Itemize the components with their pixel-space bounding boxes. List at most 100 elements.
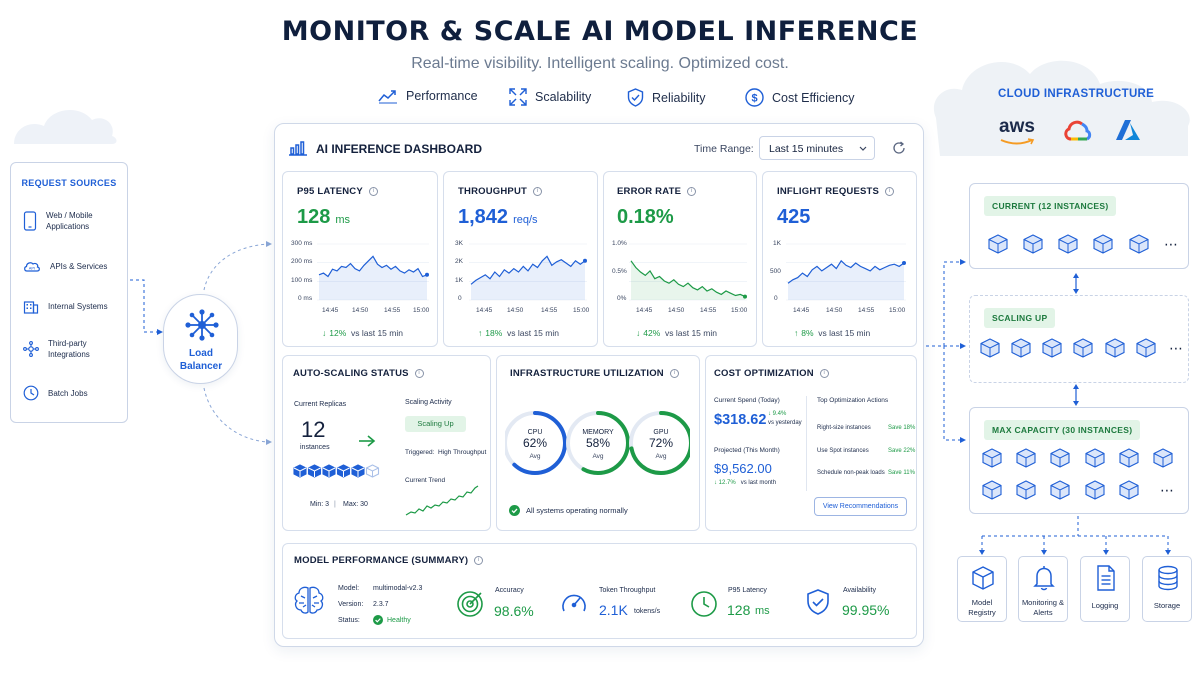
dashboard-title: AI INFERENCE DASHBOARD [316,142,483,156]
status-label: Status: [338,617,360,624]
sparkline-line [470,255,586,285]
refresh-icon[interactable] [892,141,906,155]
metric-title-text: INFLIGHT REQUESTS [777,186,880,197]
cluster-scaling-up: SCALING UP [969,295,1189,383]
service-monitoring[interactable]: Monitoring & Alerts [1018,556,1068,622]
instance-cube [1073,338,1093,358]
x-tick: 14:50 [352,307,369,314]
metric-card-p95-latency[interactable] [282,171,438,347]
action-saving: Save 22% [888,448,916,454]
gauge-value: 72% [649,436,673,450]
info-icon[interactable]: i [414,369,424,378]
instance-cube [1093,234,1113,254]
replicas-label: Current Replicas [294,401,347,408]
card-title-text: AUTO-SCALING STATUS [293,368,409,379]
instance-cube [982,480,1002,500]
y-tick: 0 [458,295,462,302]
stat-label: Token Throughput [599,587,656,594]
metric-card-error-rate[interactable] [603,171,757,347]
metric-card-inflight-requests[interactable] [762,171,917,347]
stat-value: 2.1K [599,602,628,618]
metric-title: THROUGHPUT i [458,186,543,197]
x-tick: 14:55 [541,307,558,314]
delta-text: vs last 15 min [665,328,717,338]
sparkline-area [788,260,904,300]
card-title-text: INFRASTRUCTURE UTILIZATION [510,368,664,379]
source-item-apis: API APIs & Services [23,259,107,273]
info-icon[interactable]: i [885,187,895,196]
x-tick: 14:55 [700,307,717,314]
delta-text: vs last 15 min [818,328,871,338]
y-tick: 2K [455,258,463,265]
network-hub-icon [185,309,219,341]
aws-logo: aws [999,116,1035,137]
model-value: multimodal-v2.3 [373,585,423,592]
metric-delta: ↓ 12% vs last 15 min [322,328,403,338]
service-storage[interactable]: Storage [1142,556,1192,622]
y-tick: 1K [455,277,463,284]
metric-delta: ↓ 42% vs last 15 min [636,328,717,338]
request-sources-panel: REQUEST SOURCES Web / Mobile Application… [10,162,128,423]
x-tick: 15:00 [731,307,748,314]
y-tick: 3K [455,240,463,247]
error-rate-sparkline [629,243,747,301]
action-label: Right-size instances [817,425,871,431]
integration-icon [23,341,39,357]
sparkline-endpoint [425,272,429,277]
service-logging[interactable]: Logging [1080,556,1130,622]
info-icon[interactable]: i [819,369,829,378]
stat-unit: ms [755,605,770,617]
spend-delta: ↓ 9.4% [768,411,787,417]
source-item-third-party: Third-party Integrations [23,338,108,360]
instance-cube [1050,480,1070,500]
projected-delta-value: 12.7% [718,480,736,486]
info-icon[interactable]: i [687,187,697,196]
instance-cube [1136,338,1156,358]
projected-delta: ↓ 12.7% vs last month [714,480,777,486]
sparkline-area [471,256,585,300]
replica-cube [307,464,322,478]
cluster-label: SCALING UP [984,308,1056,328]
y-tick: 1K [773,240,781,247]
pillar-performance: Performance [378,88,478,104]
metric-title-text: THROUGHPUT [458,186,528,197]
gauge-value: 62% [523,436,547,450]
instance-cube [1050,448,1070,468]
view-recommendations-button[interactable]: View Recommendations [814,497,907,516]
info-icon[interactable]: i [533,187,543,196]
more-instances: ⋯ [1164,237,1178,253]
sparkline-line [318,255,428,278]
card-title-text: COST OPTIMIZATION [714,368,814,379]
instance-cubes: ⋯ ⋯ ⋯ [980,234,1183,500]
source-label: Internal Systems [48,301,108,311]
actions-title: Top Optimization Actions [817,397,889,404]
action-saving: Save 11% [888,470,915,476]
page-subtitle: Real-time visibility. Intelligent scalin… [411,55,789,72]
source-label: APIs & Services [50,261,108,271]
latency-sparkline [317,243,429,301]
replicas-value: 12 [301,417,326,442]
gauge-label: GPU [653,429,668,436]
version-label: Version: [338,601,364,608]
info-icon[interactable]: i [368,187,378,196]
source-item-internal: Internal Systems [23,298,108,314]
infrastructure-title: INFRASTRUCTURE UTILIZATION i [510,368,679,379]
y-tick: 0 ms [298,295,313,302]
status-badge: Healthy [373,615,411,625]
speedometer-icon [562,594,586,612]
stat-value: 128 [727,602,751,618]
metric-card-throughput[interactable] [443,171,598,347]
y-tick: 300 ms [291,240,313,247]
time-range-value: Last 15 minutes [769,143,844,155]
y-tick: 0.5% [612,268,627,275]
service-model-registry[interactable]: Model Registry [957,556,1007,622]
info-icon[interactable]: i [669,369,679,378]
inflight-sparkline [786,243,906,301]
cost-title: COST OPTIMIZATION i [714,368,829,379]
info-icon[interactable]: i [474,556,484,565]
metric-value-number: 0.18% [617,206,674,228]
time-range-select[interactable]: Last 15 minutes [759,136,875,160]
metric-title-text: P95 LATENCY [297,186,363,197]
x-tick: 15:00 [889,307,906,314]
